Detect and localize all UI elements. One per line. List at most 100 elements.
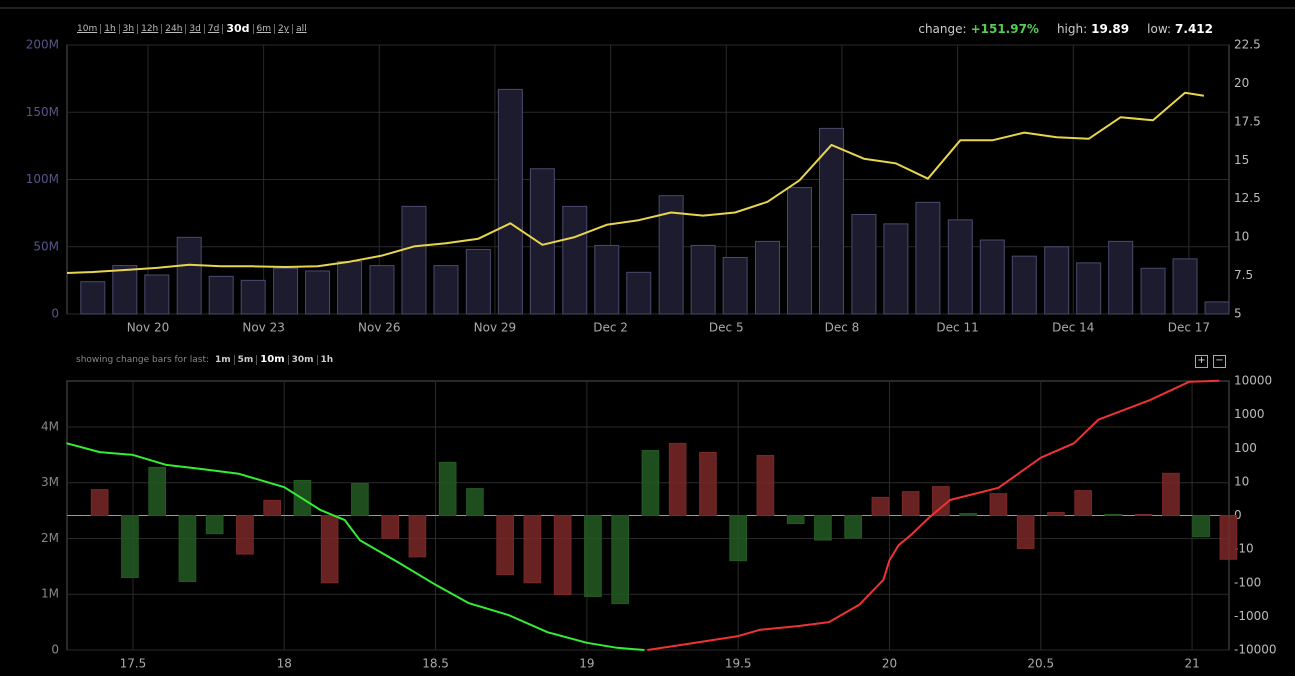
x-tick-label: 20.5 xyxy=(1027,657,1054,671)
bar xyxy=(236,515,254,555)
x-tick-label: Dec 14 xyxy=(1052,321,1094,335)
x-tick-label: Dec 8 xyxy=(825,321,860,335)
bar xyxy=(641,449,660,516)
bar xyxy=(205,515,224,535)
x-tick-label: Nov 26 xyxy=(358,321,401,335)
x-tick-label: Dec 17 xyxy=(1168,321,1210,335)
bar xyxy=(433,265,459,315)
range-link[interactable]: 24h xyxy=(161,24,185,34)
y2-tick-label: 20 xyxy=(1234,76,1249,90)
range-link[interactable]: 2y xyxy=(274,24,292,34)
bar xyxy=(883,223,909,315)
change-bar-option[interactable]: 5m xyxy=(233,355,257,365)
bar xyxy=(814,515,832,541)
change-bar-option[interactable]: 1h xyxy=(316,355,337,365)
stats: change: +151.97% high: 19.89 low: 7.412 xyxy=(914,22,1213,36)
bar xyxy=(844,515,862,539)
bar xyxy=(351,483,369,516)
bar xyxy=(80,281,106,315)
bar xyxy=(699,451,717,516)
zoom-in[interactable]: + xyxy=(1195,355,1208,368)
bar xyxy=(1011,255,1037,315)
bar xyxy=(337,261,363,315)
bar xyxy=(1108,240,1134,315)
y-tick-label: 1M xyxy=(41,587,59,601)
change-value: +151.97% xyxy=(970,22,1039,36)
bar xyxy=(381,515,400,539)
y2-tick-label: 7.5 xyxy=(1234,268,1253,282)
bar xyxy=(959,512,977,516)
y-tick-label: 4M xyxy=(41,419,59,433)
x-tick-label: 19 xyxy=(579,657,594,671)
bar xyxy=(553,515,572,596)
change-label: change: xyxy=(918,22,967,36)
bar xyxy=(851,213,877,315)
bar xyxy=(1104,513,1123,517)
range-link[interactable]: 6m xyxy=(252,24,275,34)
change-bar-selector: showing change bars for last: 1m 5m 10m 30m… xyxy=(76,355,336,365)
x-tick-label: 19.5 xyxy=(725,657,752,671)
y2-tick-label: 12.5 xyxy=(1234,191,1261,205)
bar xyxy=(497,88,523,315)
y2-tick-label: 10 xyxy=(1234,230,1249,244)
range-link[interactable]: all xyxy=(292,24,310,34)
change-bar-option[interactable]: 30m xyxy=(287,355,317,365)
y2-tick-label: -1000 xyxy=(1234,609,1269,623)
high-value: 19.89 xyxy=(1091,22,1130,36)
y2-tick-label: 22.5 xyxy=(1234,38,1261,52)
bar xyxy=(320,515,339,584)
bar xyxy=(932,486,950,516)
range-selector: 10m 1h 3h 12h 24h 3d 7d 30d 6m 2y all xyxy=(74,23,310,34)
change-bar-option[interactable]: 10m xyxy=(256,355,287,365)
bar xyxy=(529,168,555,315)
bar xyxy=(787,187,813,315)
bar xyxy=(305,270,331,315)
x-tick-label: Nov 29 xyxy=(474,321,517,335)
x-tick-label: 17.5 xyxy=(120,657,147,671)
bar xyxy=(1044,246,1070,315)
bar xyxy=(1140,267,1166,315)
bar xyxy=(148,466,166,516)
y-tick-label: 2M xyxy=(41,531,59,545)
bar xyxy=(465,248,491,315)
bar xyxy=(756,454,775,517)
bar xyxy=(690,244,716,315)
y2-tick-label: 10000 xyxy=(1234,374,1272,388)
zoom-out[interactable]: − xyxy=(1213,355,1226,368)
range-link[interactable]: 3h xyxy=(118,24,137,34)
x-tick-label: 20 xyxy=(882,657,897,671)
bar xyxy=(90,489,109,517)
y-tick-label: 100M xyxy=(26,172,59,186)
bar xyxy=(755,240,781,315)
line xyxy=(66,442,645,651)
bar xyxy=(584,515,602,598)
y2-tick-label: 5 xyxy=(1234,307,1242,321)
high-label: high: xyxy=(1056,22,1088,36)
x-tick-label: Dec 2 xyxy=(593,321,628,335)
change-bar-option[interactable]: 1m xyxy=(215,355,231,365)
y-tick-label: 0 xyxy=(51,643,59,657)
x-tick-label: Dec 11 xyxy=(936,321,978,335)
range-link[interactable]: 1h xyxy=(100,24,118,34)
line xyxy=(647,379,1220,651)
bar xyxy=(989,493,1008,516)
range-link[interactable]: 7d xyxy=(203,24,222,34)
bar xyxy=(819,127,845,315)
bar xyxy=(611,515,629,605)
range-link[interactable]: 30d xyxy=(222,23,252,34)
y2-tick-label: 15 xyxy=(1234,153,1249,167)
bar xyxy=(786,515,805,525)
range-link[interactable]: 3d xyxy=(185,24,203,34)
bar xyxy=(1172,258,1198,315)
y2-tick-label: 1000 xyxy=(1234,407,1265,421)
bar xyxy=(1047,511,1065,517)
low-value: 7.412 xyxy=(1175,22,1213,36)
x-tick-label: 18.5 xyxy=(422,657,449,671)
range-link[interactable]: 10m xyxy=(77,24,98,34)
bar xyxy=(901,491,920,517)
x-tick-label: Dec 5 xyxy=(709,321,744,335)
range-link[interactable]: 12h xyxy=(137,24,161,34)
bar xyxy=(1192,515,1210,538)
